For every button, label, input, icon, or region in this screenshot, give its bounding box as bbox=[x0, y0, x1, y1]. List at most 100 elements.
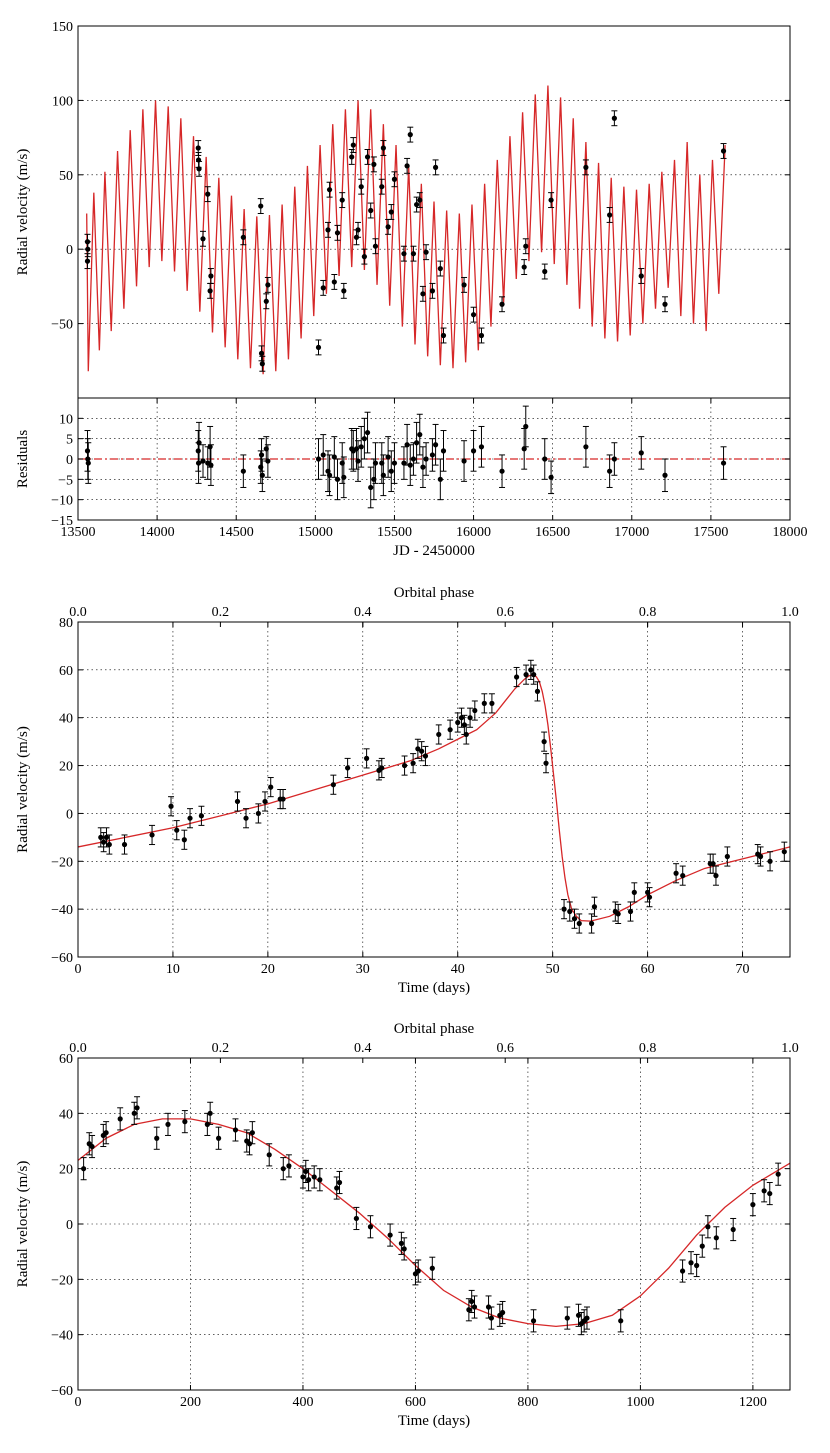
marker bbox=[724, 853, 730, 860]
x-tick-label: 14500 bbox=[219, 525, 254, 540]
data-point bbox=[153, 1126, 160, 1150]
phase-tick-label: 0.4 bbox=[354, 1041, 372, 1056]
marker bbox=[410, 760, 416, 766]
data-point bbox=[258, 345, 265, 362]
ticks bbox=[78, 25, 790, 325]
x-tick-label: 200 bbox=[180, 1395, 201, 1410]
marker bbox=[458, 715, 465, 721]
marker bbox=[646, 894, 653, 900]
data-point bbox=[302, 1159, 309, 1183]
data-point bbox=[353, 1206, 360, 1231]
data-point bbox=[196, 160, 203, 177]
y-tick-label: −15 bbox=[51, 514, 73, 529]
data-point bbox=[465, 1298, 472, 1322]
marker bbox=[761, 1188, 767, 1194]
marker bbox=[472, 707, 478, 714]
marker bbox=[262, 798, 268, 805]
data-point bbox=[522, 238, 529, 255]
marker bbox=[419, 748, 425, 754]
marker bbox=[350, 142, 356, 148]
marker bbox=[85, 460, 91, 466]
marker bbox=[488, 1315, 494, 1321]
marker bbox=[638, 450, 644, 456]
data-point bbox=[548, 192, 555, 209]
data-point bbox=[378, 757, 385, 779]
marker bbox=[200, 458, 206, 464]
data-point bbox=[334, 458, 341, 501]
x-tick-label: 14000 bbox=[140, 525, 175, 540]
data-point bbox=[617, 1309, 624, 1333]
data-point bbox=[522, 405, 529, 448]
data-point bbox=[631, 882, 638, 903]
marker bbox=[364, 429, 371, 436]
marker bbox=[531, 672, 537, 678]
marker bbox=[781, 849, 787, 855]
marker bbox=[607, 212, 613, 218]
marker bbox=[575, 1312, 582, 1318]
data-point bbox=[638, 268, 645, 284]
data-point bbox=[404, 423, 411, 466]
data-point bbox=[410, 753, 417, 774]
marker bbox=[196, 440, 202, 446]
data-point bbox=[361, 248, 368, 265]
marker bbox=[387, 1232, 393, 1238]
data-point bbox=[611, 442, 618, 476]
data-point bbox=[199, 230, 206, 247]
marker bbox=[372, 243, 379, 249]
data-point bbox=[264, 444, 271, 478]
data-point bbox=[561, 899, 568, 920]
marker bbox=[645, 889, 651, 895]
marker bbox=[429, 1265, 435, 1271]
data-point bbox=[103, 827, 110, 848]
marker bbox=[311, 1174, 317, 1180]
x-tick-label: 30 bbox=[356, 962, 370, 977]
marker bbox=[134, 1105, 140, 1111]
marker bbox=[240, 468, 246, 474]
marker bbox=[243, 815, 249, 821]
marker bbox=[775, 1171, 781, 1177]
marker bbox=[500, 1309, 506, 1316]
data-point bbox=[350, 137, 357, 153]
data-point bbox=[499, 454, 506, 488]
marker bbox=[368, 207, 374, 214]
data-point bbox=[97, 827, 104, 848]
marker bbox=[363, 755, 370, 761]
marker bbox=[286, 1163, 292, 1169]
marker bbox=[413, 201, 420, 208]
marker bbox=[401, 1246, 407, 1252]
data-point bbox=[207, 444, 214, 486]
marker bbox=[534, 688, 541, 694]
marker bbox=[422, 753, 429, 759]
data-point bbox=[401, 755, 408, 776]
data-point bbox=[391, 171, 398, 188]
data-point bbox=[541, 438, 548, 480]
marker bbox=[315, 456, 322, 462]
marker bbox=[548, 474, 554, 480]
data-point bbox=[326, 454, 333, 497]
marker bbox=[391, 460, 398, 466]
x-tick-label: 800 bbox=[517, 1395, 538, 1410]
marker bbox=[345, 765, 351, 771]
x-tick-label: 15000 bbox=[298, 525, 333, 540]
marker bbox=[688, 1260, 694, 1266]
y-tick-label: 60 bbox=[59, 1052, 73, 1067]
data-point bbox=[367, 1215, 374, 1239]
data-point bbox=[320, 434, 327, 476]
marker bbox=[481, 700, 487, 706]
phase-tick-label: 0.4 bbox=[354, 605, 372, 620]
data-point bbox=[575, 1303, 582, 1327]
y-tick-label: −40 bbox=[51, 1329, 73, 1344]
rv-timeseries-panel: −50 0 50 100 150 Radial velocity (m/s) bbox=[15, 20, 791, 399]
data-point bbox=[280, 1157, 287, 1181]
marker bbox=[303, 1168, 309, 1175]
y-tick-label: 0 bbox=[66, 243, 73, 258]
data-point bbox=[432, 159, 439, 176]
data-point bbox=[454, 712, 461, 733]
phase-folded-panel-middle: 0 10 20 30 40 50 60 70 −60 −40 −20 0 20 40 60 800.0 0.2 0… bbox=[15, 585, 799, 996]
marker bbox=[694, 1262, 700, 1269]
marker bbox=[713, 1235, 719, 1241]
marker bbox=[339, 197, 345, 203]
x-tick-label: 20 bbox=[261, 962, 275, 977]
data-point bbox=[548, 460, 555, 495]
marker bbox=[165, 1121, 171, 1127]
